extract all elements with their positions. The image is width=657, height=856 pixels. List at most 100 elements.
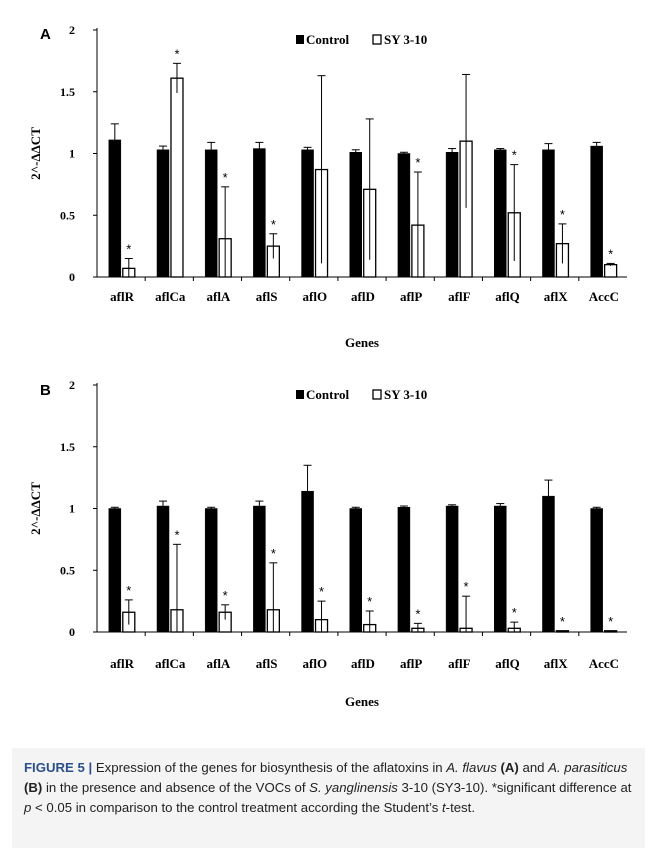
x-tick-label: aflR <box>110 289 134 304</box>
caption-t-symbol: t <box>442 799 446 815</box>
legend-label-treatment: SY 3-10 <box>384 387 427 402</box>
control-bar <box>204 508 218 633</box>
significance-marker: * <box>464 579 469 594</box>
legend-swatch-treatment <box>372 34 382 45</box>
legend-label-control: Control <box>306 387 349 402</box>
significance-marker: * <box>271 546 276 561</box>
legend-swatch-treatment <box>372 389 382 400</box>
control-bar <box>397 507 411 633</box>
x-tick-label: aflS <box>256 656 278 671</box>
control-bar <box>349 508 362 633</box>
figure-canvas: A 0 0.5 1 1.5 2 2^-ΔΔCT * aflR * aflCa * aflA * aflS af… <box>28 23 627 709</box>
significance-marker: * <box>174 46 179 61</box>
treatment-bar <box>603 263 618 278</box>
y-tick-label: 1.5 <box>60 440 75 454</box>
legend-swatch-control <box>296 390 304 399</box>
significance-marker: * <box>319 584 324 599</box>
caption-text: 3-10 (SY3-10). *significant difference a… <box>397 779 632 795</box>
caption-text: -test. <box>445 799 475 815</box>
treatment-bar <box>555 630 570 633</box>
control-bar <box>349 152 362 278</box>
x-tick-label: aflS <box>256 289 278 304</box>
significance-marker: * <box>223 170 228 185</box>
x-tick-label: AccC <box>589 656 619 671</box>
significance-marker: * <box>174 527 179 542</box>
control-bar <box>445 152 459 278</box>
caption-p-symbol: p <box>24 799 32 815</box>
significance-marker: * <box>512 605 517 620</box>
panel-label: B <box>40 382 51 399</box>
y-axis-label: 2^-ΔΔCT <box>28 127 43 180</box>
control-bar <box>253 148 266 278</box>
significance-marker: * <box>126 583 131 598</box>
x-tick-label: aflD <box>351 289 375 304</box>
control-bar <box>204 149 218 278</box>
significance-marker: * <box>271 217 276 232</box>
y-tick-label: 2 <box>69 23 75 37</box>
panel-label: A <box>40 26 51 43</box>
control-bar <box>253 505 266 633</box>
figure-caption: FIGURE 5 | Expression of the genes for b… <box>12 748 645 848</box>
caption-species-3: S. yanglinensis <box>309 779 398 795</box>
x-tick-label: aflQ <box>495 289 520 304</box>
x-tick-label: aflX <box>544 656 568 671</box>
control-bar <box>156 505 170 633</box>
x-tick-label: aflA <box>206 656 230 671</box>
significance-marker: * <box>512 148 517 163</box>
y-tick-label: 1 <box>69 147 75 161</box>
x-tick-label: aflQ <box>495 656 520 671</box>
significance-marker: * <box>560 614 565 629</box>
legend-swatch-control <box>296 35 304 44</box>
y-tick-label: 2 <box>69 378 75 392</box>
y-tick-label: 1.5 <box>60 85 75 99</box>
control-bar <box>108 139 122 278</box>
x-tick-label: aflA <box>206 289 230 304</box>
y-tick-label: 0 <box>69 270 75 284</box>
x-axis-label: Genes <box>345 335 379 350</box>
caption-panel-a: (A) <box>500 760 519 775</box>
x-tick-label: aflO <box>303 289 328 304</box>
caption-species-1: A. flavus <box>446 760 497 775</box>
x-tick-label: aflP <box>400 656 422 671</box>
significance-marker: * <box>126 241 131 256</box>
x-tick-label: aflF <box>448 289 470 304</box>
control-bar <box>542 495 555 633</box>
caption-text: in the presence and absence of the VOCs … <box>42 779 310 795</box>
significance-marker: * <box>608 614 613 629</box>
control-bar <box>108 508 122 633</box>
control-bar <box>590 145 603 278</box>
control-bar <box>301 149 314 278</box>
x-tick-label: aflP <box>400 289 422 304</box>
treatment-bar <box>170 77 184 278</box>
x-axis-label: Genes <box>345 694 379 709</box>
caption-figure-label: FIGURE 5 | <box>24 760 93 775</box>
x-tick-label: aflCa <box>155 656 186 671</box>
control-bar <box>494 149 507 278</box>
control-bar <box>590 508 603 633</box>
control-bar <box>156 149 170 278</box>
significance-marker: * <box>223 588 228 603</box>
x-tick-label: aflO <box>303 656 328 671</box>
significance-marker: * <box>415 155 420 170</box>
significance-marker: * <box>367 594 372 609</box>
x-tick-label: aflR <box>110 656 134 671</box>
x-tick-label: aflF <box>448 656 470 671</box>
caption-panel-b: (B) <box>24 779 43 795</box>
significance-marker: * <box>608 246 613 261</box>
caption-text: and <box>518 760 549 775</box>
control-bar <box>494 505 507 633</box>
y-tick-label: 0.5 <box>60 208 75 222</box>
x-tick-label: AccC <box>589 289 619 304</box>
treatment-bar <box>603 630 618 633</box>
x-tick-label: aflD <box>351 656 375 671</box>
y-tick-label: 1 <box>69 502 75 516</box>
x-tick-label: aflX <box>544 289 568 304</box>
legend-label-control: Control <box>306 32 349 47</box>
significance-marker: * <box>560 207 565 222</box>
y-axis-label: 2^-ΔΔCT <box>28 482 43 535</box>
y-tick-label: 0.5 <box>60 563 75 577</box>
caption-text: Expression of the genes for biosynthesis… <box>92 760 447 775</box>
caption-text: < 0.05 in comparison to the control trea… <box>31 799 442 815</box>
legend-label-treatment: SY 3-10 <box>384 32 427 47</box>
x-tick-label: aflCa <box>155 289 186 304</box>
